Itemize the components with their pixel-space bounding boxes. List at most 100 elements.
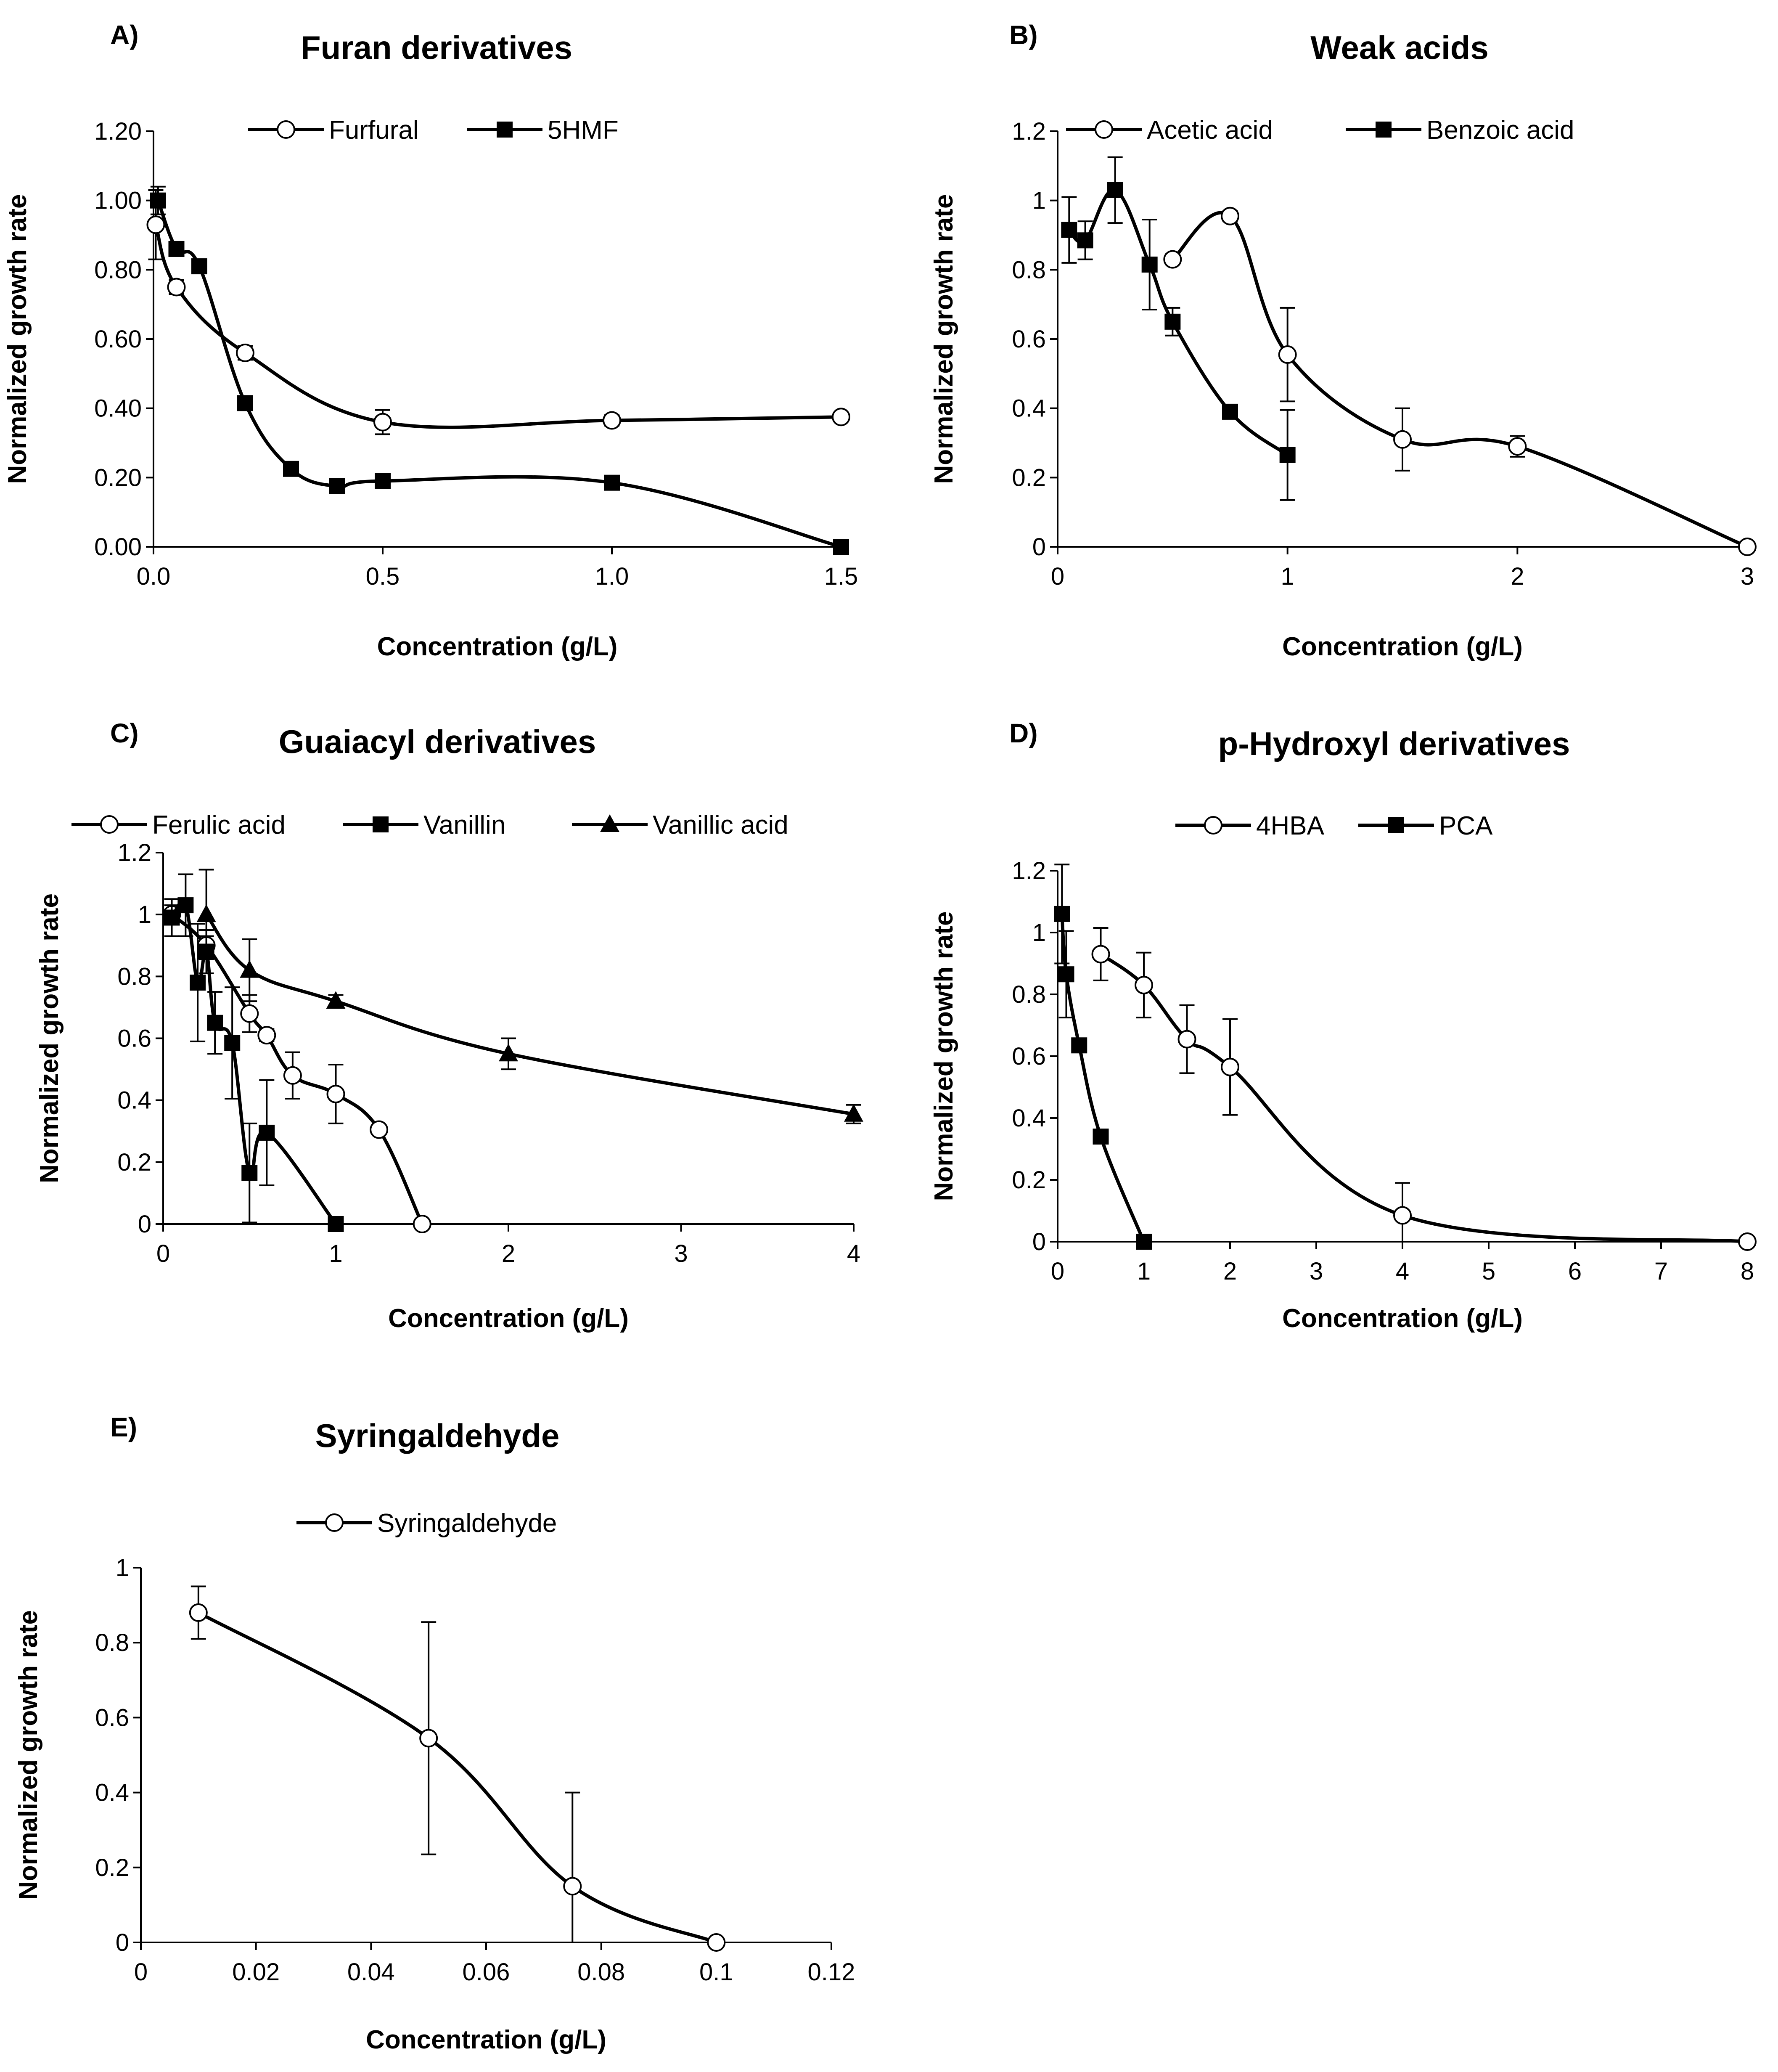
chart-panel-a: A) Furan derivatives 0.00 0.20 0.40 0.60 0.80 1… xyxy=(3,20,858,661)
data-point xyxy=(1278,345,1297,364)
legend-entry: PCA xyxy=(1358,811,1493,840)
data-point xyxy=(1058,966,1074,983)
chart-panel-c: C) Guaiacyl derivatives 0 0.2 0.4 0.6 0.8 1 1.2 0… xyxy=(35,718,863,1333)
legend-marker xyxy=(100,815,119,834)
y-tick-label: 0.4 xyxy=(95,1779,129,1807)
y-tick-label: 0.2 xyxy=(1012,1166,1046,1194)
x-tick-label: 1 xyxy=(1281,563,1294,590)
x-axis-title: Concentration (g/L) xyxy=(1282,1304,1523,1333)
data-point xyxy=(1738,538,1757,556)
data-point xyxy=(373,413,392,432)
legend-marker xyxy=(497,122,513,138)
y-axis-title: Normalized growth rate xyxy=(3,194,32,484)
y-tick-label: 0 xyxy=(1032,1228,1046,1256)
y-tick-label: 1.00 xyxy=(94,187,142,215)
data-point xyxy=(370,1120,389,1139)
data-point xyxy=(196,904,216,922)
x-tick-label: 7 xyxy=(1654,1258,1668,1285)
x-axis-title: Concentration (g/L) xyxy=(377,632,618,661)
data-point xyxy=(1221,207,1239,225)
data-point xyxy=(328,1216,344,1232)
y-tick-label: 0.40 xyxy=(94,395,142,422)
legend-label: Syringaldehyde xyxy=(377,1509,557,1538)
data-point xyxy=(419,1729,438,1748)
data-point xyxy=(150,192,166,209)
y-axis-title: Normalized growth rate xyxy=(929,911,958,1201)
x-tick-label: 1 xyxy=(1137,1258,1151,1285)
data-point xyxy=(1393,1206,1412,1225)
series-acetic-acid xyxy=(1163,207,1757,556)
series-benzoic-acid xyxy=(1061,156,1296,501)
data-point xyxy=(240,1004,259,1023)
data-point xyxy=(375,473,391,489)
panel-label: B) xyxy=(1009,20,1038,50)
data-point xyxy=(1107,182,1123,198)
data-point xyxy=(237,395,253,411)
x-tick-label: 1.0 xyxy=(595,563,629,590)
chart-panel-e: E) Syringaldehyde 0 0.2 0.4 0.6 0.8 1 0 0.02 0.04 0… xyxy=(14,1412,855,2054)
data-point xyxy=(224,1035,241,1051)
x-tick-label: 5 xyxy=(1482,1258,1495,1285)
panel-label: E) xyxy=(110,1412,137,1442)
legend-entry: Acetic acid xyxy=(1066,116,1273,145)
legend-marker xyxy=(1376,122,1392,138)
series-pca xyxy=(1054,864,1152,1250)
data-point xyxy=(207,1015,223,1031)
data-point xyxy=(1091,945,1110,964)
y-tick-label: 0.8 xyxy=(1012,256,1046,284)
legend-marker xyxy=(600,814,619,832)
x-tick-label: 0.12 xyxy=(808,1958,855,1986)
data-point xyxy=(1163,250,1182,269)
chart-panel-d: D) p-Hydroxyl derivatives 0 0.2 0.4 0.6 0.8 1 1.… xyxy=(929,718,1757,1333)
x-axis-title: Concentration (g/L) xyxy=(1282,632,1523,661)
data-point xyxy=(1177,1030,1196,1049)
legend-marker xyxy=(1388,817,1404,833)
chart-title: Furan derivatives xyxy=(301,29,572,66)
data-point xyxy=(168,241,185,257)
data-point xyxy=(1164,313,1181,330)
data-point xyxy=(1393,430,1412,449)
panel-label: C) xyxy=(110,718,139,748)
data-point xyxy=(146,215,165,234)
y-tick-label: 0.2 xyxy=(1012,464,1046,491)
data-point xyxy=(1054,906,1070,922)
legend-label: PCA xyxy=(1439,811,1493,840)
y-tick-label: 0.8 xyxy=(1012,981,1046,1008)
y-axis-title: Normalized growth rate xyxy=(35,893,64,1183)
data-point xyxy=(190,975,206,991)
legend-entry: Furfural xyxy=(248,116,419,145)
legend-marker xyxy=(373,816,389,832)
y-tick-label: 1 xyxy=(138,901,151,928)
data-point xyxy=(1077,232,1093,249)
x-tick-label: 0.1 xyxy=(699,1958,733,1986)
x-tick-label: 2 xyxy=(1511,563,1524,590)
data-point xyxy=(167,278,186,297)
series-4hba xyxy=(1091,927,1757,1251)
y-tick-label: 0 xyxy=(116,1929,129,1956)
y-tick-label: 1 xyxy=(1032,187,1046,215)
y-tick-label: 0.6 xyxy=(95,1704,129,1731)
legend-label: 5HMF xyxy=(548,116,619,145)
data-point xyxy=(326,991,346,1009)
legend-entry: Benzoic acid xyxy=(1346,116,1574,145)
y-axis-title: Normalized growth rate xyxy=(14,1610,43,1900)
y-tick-label: 0.8 xyxy=(95,1629,129,1656)
legend-marker xyxy=(1095,120,1113,139)
legend-label: Benzoic acid xyxy=(1426,116,1574,145)
legend-label: Acetic acid xyxy=(1147,116,1273,145)
series-vanillic-acid xyxy=(196,869,863,1124)
data-point xyxy=(832,408,850,427)
x-tick-label: 0 xyxy=(134,1958,148,1986)
series-line xyxy=(197,1611,717,1944)
x-tick-label: 8 xyxy=(1741,1258,1754,1285)
y-tick-label: 1 xyxy=(1032,919,1046,946)
x-tick-label: 6 xyxy=(1568,1258,1582,1285)
y-tick-label: 0 xyxy=(1032,533,1046,561)
series-furfural xyxy=(146,189,850,435)
legend-marker xyxy=(1204,816,1222,835)
y-tick-label: 1.2 xyxy=(1012,118,1046,145)
series-5hmf xyxy=(150,185,849,555)
data-point xyxy=(604,474,620,491)
x-tick-label: 0.08 xyxy=(577,1958,625,1986)
data-point xyxy=(707,1933,726,1952)
